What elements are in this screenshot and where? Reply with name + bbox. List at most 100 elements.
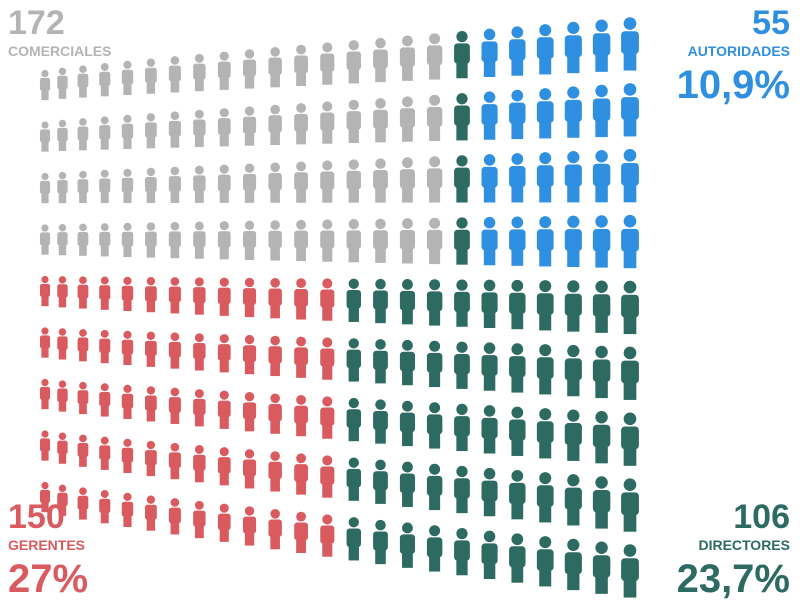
icon-body	[346, 528, 361, 548]
icon-legs	[595, 54, 608, 72]
icon-legs	[483, 500, 496, 517]
icon-head	[623, 412, 637, 426]
icon-legs	[170, 411, 180, 424]
icon-head	[123, 492, 132, 501]
icon-body	[509, 292, 526, 314]
icon-head	[79, 487, 87, 496]
icon-legs	[170, 80, 180, 93]
icon-head	[511, 153, 524, 165]
icon-legs	[456, 311, 468, 327]
icon-body	[454, 540, 470, 561]
icon-legs	[219, 472, 229, 486]
icon-legs	[483, 562, 496, 579]
icon-legs	[539, 121, 552, 139]
icon-body	[621, 228, 639, 252]
icon-body	[373, 230, 388, 250]
icon-head	[170, 111, 180, 121]
icon-body	[242, 288, 257, 305]
icon-legs	[58, 401, 67, 412]
icon-head	[79, 329, 87, 337]
icon-legs	[194, 134, 204, 148]
icon-body	[99, 71, 111, 87]
icon-head	[41, 121, 49, 129]
icon-body	[294, 172, 308, 190]
icon-legs	[595, 315, 608, 333]
icon-body	[99, 178, 111, 193]
icon-head	[123, 330, 132, 339]
icon-legs	[219, 246, 229, 260]
icon-body	[346, 349, 361, 369]
icon-body	[268, 173, 282, 191]
icon-legs	[170, 190, 180, 203]
icon-legs	[567, 508, 580, 526]
icon-legs	[567, 573, 580, 591]
icon-legs	[270, 247, 280, 261]
icon-head	[348, 219, 359, 230]
icon-legs	[595, 184, 608, 203]
icon-body	[217, 118, 231, 135]
icon-head	[348, 338, 359, 349]
icon-legs	[146, 355, 156, 367]
icon-body	[193, 454, 206, 471]
icon-head	[194, 333, 204, 343]
icon-head	[170, 166, 180, 176]
icon-body	[39, 386, 51, 400]
icon-legs	[296, 364, 306, 378]
icon-body	[57, 336, 68, 350]
icon-body	[145, 504, 157, 520]
icon-head	[483, 467, 496, 480]
icon-head	[429, 156, 441, 168]
icon-head	[322, 42, 333, 53]
icon-body	[193, 231, 206, 248]
icon-body	[481, 480, 498, 502]
icon-legs	[595, 511, 608, 529]
icon-legs	[322, 424, 333, 439]
icon-head	[244, 449, 255, 459]
icon-head	[296, 278, 306, 289]
icon-body	[509, 419, 526, 441]
icon-body	[39, 283, 51, 297]
icon-head	[146, 276, 156, 286]
icon-body	[121, 123, 134, 139]
icon-legs	[41, 399, 49, 410]
icon-head	[456, 217, 468, 229]
icon-body	[621, 492, 639, 516]
icon-body	[77, 443, 89, 457]
icon-legs	[322, 247, 333, 262]
icon-head	[219, 334, 229, 344]
icon-legs	[270, 478, 280, 492]
icon-legs	[567, 379, 580, 397]
icon-head	[123, 384, 132, 393]
icon-body	[39, 180, 51, 194]
icon-legs	[483, 249, 496, 266]
icon-head	[194, 53, 204, 63]
icon-body	[426, 106, 443, 127]
icon-legs	[429, 64, 441, 80]
icon-legs	[58, 505, 67, 516]
icon-legs	[483, 60, 496, 77]
icon-body	[242, 459, 257, 477]
icon-head	[296, 394, 306, 405]
count-label: 150	[8, 498, 65, 536]
icon-head	[194, 445, 204, 454]
icon-head	[219, 277, 229, 287]
icon-body	[168, 397, 181, 413]
icon-legs	[123, 299, 132, 312]
icon-body	[536, 101, 554, 123]
icon-head	[146, 440, 156, 450]
icon-head	[244, 277, 255, 288]
icon-body	[564, 358, 582, 381]
icon-legs	[219, 359, 229, 373]
icon-head	[41, 275, 49, 284]
icon-head	[539, 88, 552, 101]
icon-head	[79, 223, 87, 232]
icon-body	[621, 31, 639, 55]
icon-body	[454, 43, 470, 64]
icon-head	[511, 216, 524, 229]
icon-legs	[170, 135, 180, 148]
icon-head	[58, 328, 67, 336]
icon-legs	[244, 75, 255, 89]
icon-legs	[100, 405, 109, 417]
icon-body	[481, 543, 498, 565]
